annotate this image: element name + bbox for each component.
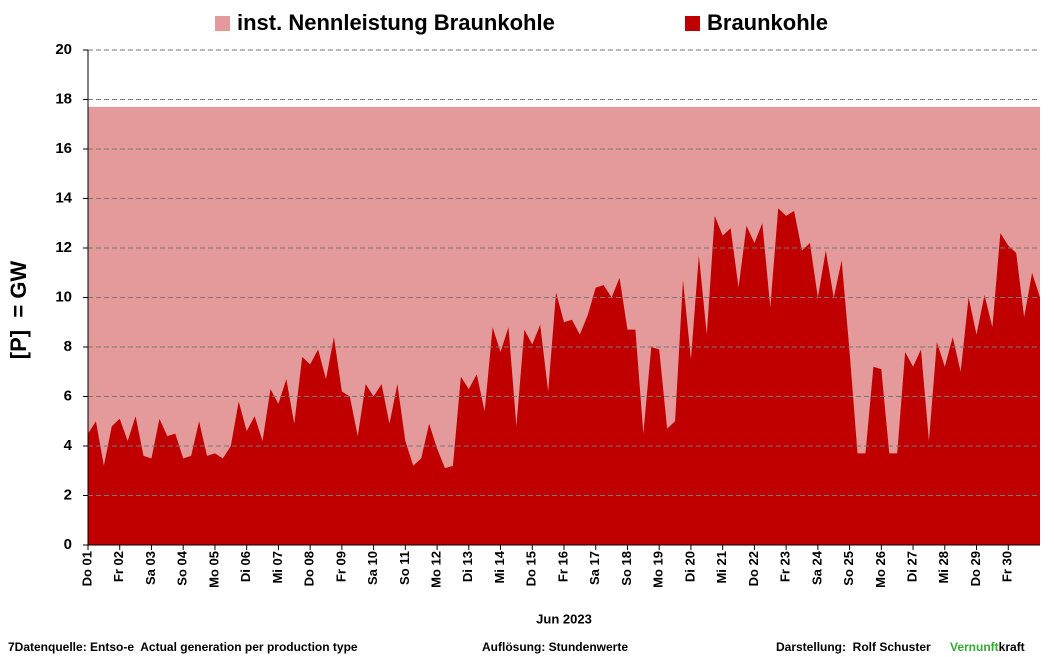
x-tick-label: Fr 16 xyxy=(555,551,570,582)
x-tick-label: Mo 19 xyxy=(651,551,666,588)
y-tick-label: 16 xyxy=(55,140,72,157)
x-tick-label: Mo 05 xyxy=(206,551,221,588)
brand-part: kraft xyxy=(999,640,1025,654)
x-tick-label: Do 22 xyxy=(746,551,761,586)
y-tick-label: 20 xyxy=(55,41,72,58)
footer-author: Darstellung: Rolf Schuster xyxy=(776,640,931,654)
y-tick-label: 10 xyxy=(55,288,72,305)
legend-swatch xyxy=(685,16,700,31)
y-tick-label: 2 xyxy=(64,486,72,503)
y-tick-label: 0 xyxy=(64,536,72,553)
x-tick-label: Do 15 xyxy=(524,551,539,586)
y-tick-label: 14 xyxy=(55,189,72,206)
legend-swatch xyxy=(215,16,230,31)
legend-label: Braunkohle xyxy=(707,10,828,35)
x-tick-label: So 25 xyxy=(841,551,856,586)
x-tick-label: Fr 02 xyxy=(111,551,126,582)
footer-source: 7Datenquelle: Entso-e Actual generation … xyxy=(8,640,358,654)
x-tick-label: Sa 24 xyxy=(809,550,824,585)
x-tick-label: Fr 30 xyxy=(1000,551,1015,582)
x-tick-label: Di 20 xyxy=(682,551,697,582)
x-tick-label: Do 29 xyxy=(968,551,983,586)
y-tick-label: 6 xyxy=(64,387,72,404)
y-tick-label: 4 xyxy=(64,437,73,454)
x-tick-label: Mo 26 xyxy=(873,551,888,588)
x-tick-label: Mi 14 xyxy=(492,550,507,583)
x-tick-label: Fr 23 xyxy=(778,551,793,582)
x-tick-label: Di 27 xyxy=(905,551,920,582)
area xyxy=(88,208,1040,545)
x-tick-label: So 11 xyxy=(397,551,412,585)
x-tick-label: Sa 10 xyxy=(365,551,380,585)
footer-brand: Vernunftkraft xyxy=(950,640,1025,654)
x-axis-label: Jun 2023 xyxy=(536,611,592,626)
x-tick-label: Mi 21 xyxy=(714,551,729,584)
x-tick-label: Do 08 xyxy=(302,551,317,586)
x-tick-label: Sa 17 xyxy=(587,551,602,585)
x-tick-label: Di 13 xyxy=(460,551,475,582)
x-tick-label: Do 01 xyxy=(79,551,94,586)
x-tick-label: So 18 xyxy=(619,551,634,586)
y-axis-label: [P] = GW xyxy=(6,261,31,360)
x-tick-label: Sa 03 xyxy=(143,551,158,585)
y-tick-label: 12 xyxy=(55,239,72,256)
y-tick-label: 18 xyxy=(55,90,72,107)
y-tick-label: 8 xyxy=(64,338,72,355)
x-tick-label: Di 06 xyxy=(238,551,253,582)
legend-label: inst. Nennleistung Braunkohle xyxy=(237,10,555,35)
x-tick-label: Mi 07 xyxy=(270,551,285,584)
footer-resolution: Auflösung: Stundenwerte xyxy=(482,640,628,654)
x-tick-label: So 04 xyxy=(175,550,190,585)
x-tick-label: Mo 12 xyxy=(429,551,444,588)
x-tick-label: Mi 28 xyxy=(936,551,951,584)
brand-part: Vernunft xyxy=(950,640,999,654)
x-tick-label: Fr 09 xyxy=(333,551,348,582)
